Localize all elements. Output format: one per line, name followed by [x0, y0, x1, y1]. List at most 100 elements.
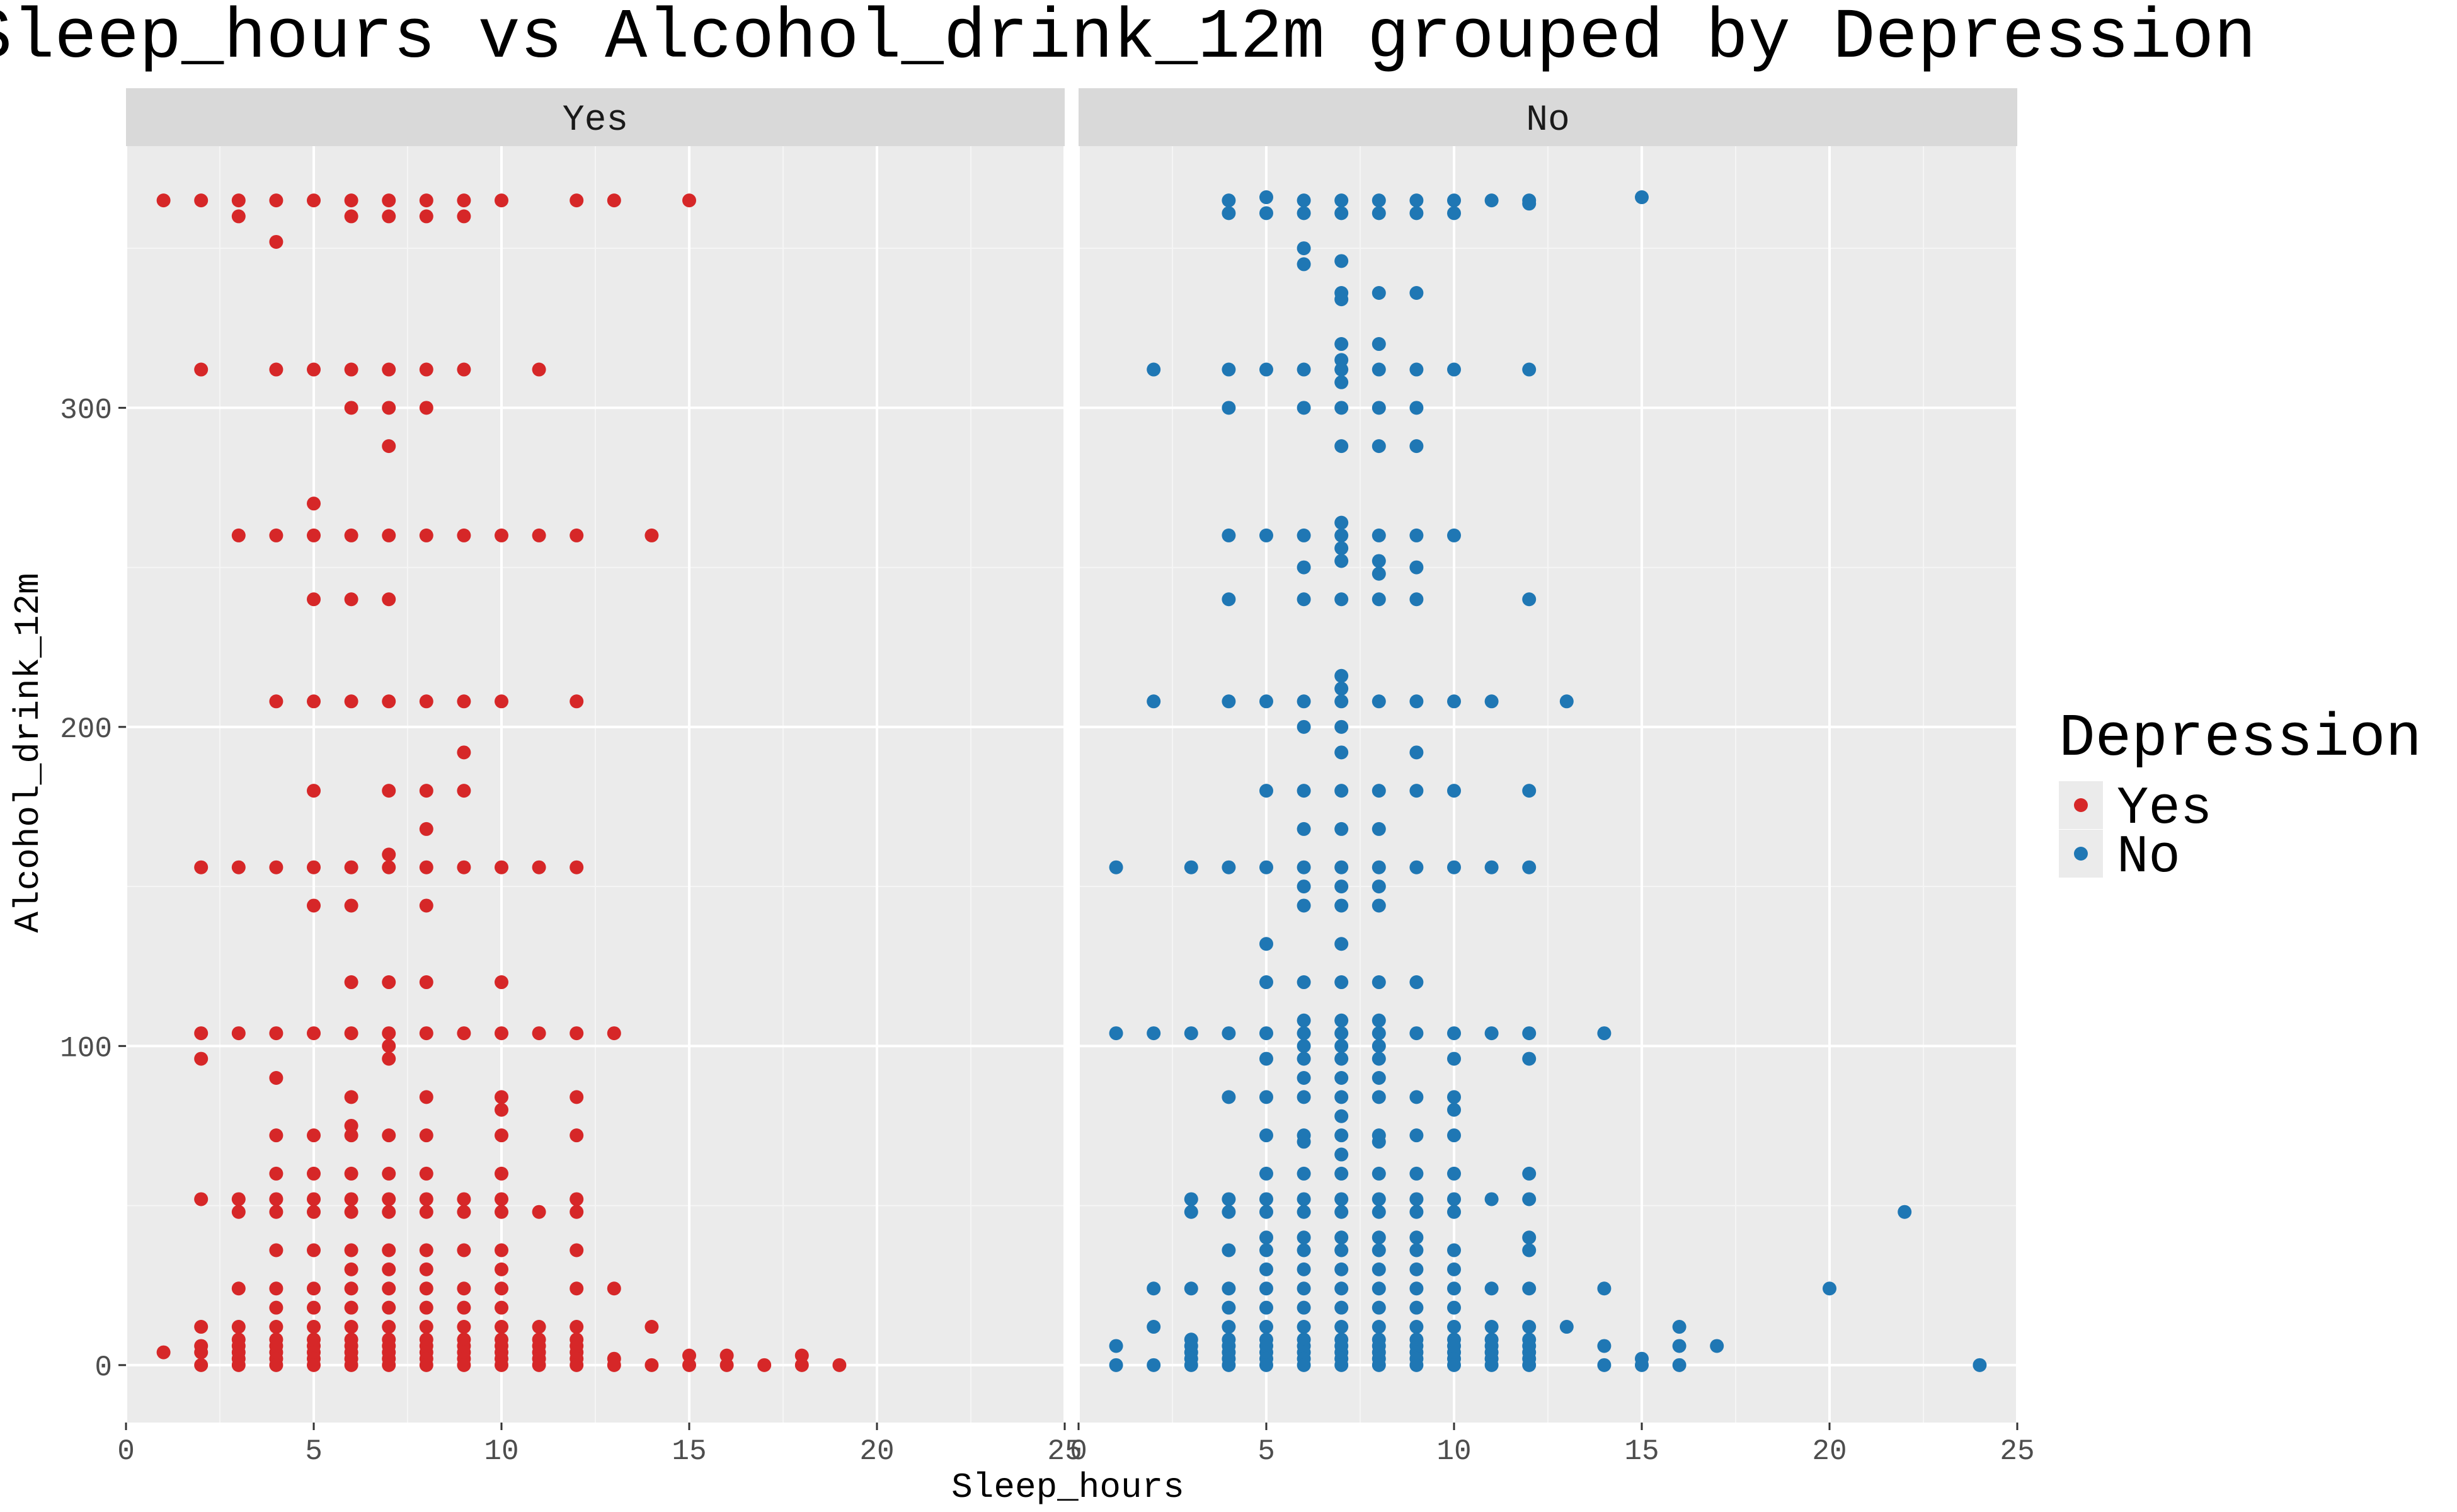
- data-point: [1297, 784, 1311, 798]
- data-point: [1635, 190, 1649, 205]
- data-point: [495, 1128, 508, 1143]
- data-point: [1259, 1026, 1273, 1041]
- data-point: [1297, 1262, 1311, 1276]
- data-point: [1297, 1281, 1311, 1296]
- data-point: [1222, 1300, 1236, 1315]
- data-point: [1222, 1026, 1236, 1041]
- data-point: [457, 1281, 471, 1296]
- data-point: [682, 1348, 696, 1363]
- data-point: [231, 528, 246, 542]
- data-point: [1372, 1320, 1386, 1334]
- data-point: [1372, 206, 1386, 220]
- data-point: [194, 860, 209, 874]
- data-point: [495, 1320, 508, 1334]
- data-point: [419, 362, 433, 377]
- x-axis-yes: 0 5 10 15 20 25: [117, 1423, 1082, 1468]
- data-point: [194, 1051, 209, 1066]
- y-tick-label: 0: [94, 1351, 112, 1384]
- data-point: [1184, 1358, 1198, 1372]
- data-point: [1409, 439, 1424, 454]
- data-point: [495, 1205, 508, 1219]
- data-point: [382, 1262, 396, 1276]
- data-point: [382, 1128, 396, 1143]
- data-point: [1672, 1320, 1687, 1334]
- y-axis-title: Alcohol_drink_12m: [8, 573, 49, 932]
- data-point: [570, 1320, 584, 1334]
- data-point: [1259, 1192, 1273, 1206]
- data-point: [1522, 592, 1537, 607]
- data-point: [269, 1192, 284, 1206]
- data-point: [1334, 822, 1349, 836]
- data-point: [307, 1192, 321, 1206]
- data-point: [1222, 206, 1236, 220]
- data-point: [1334, 1109, 1349, 1123]
- data-point: [419, 1205, 433, 1219]
- data-point: [570, 1192, 584, 1206]
- data-point: [344, 860, 358, 874]
- data-point: [1334, 206, 1349, 220]
- data-point: [832, 1358, 847, 1372]
- data-point: [269, 193, 284, 208]
- facet-panel-no: No: [1077, 88, 2019, 1423]
- data-point: [419, 975, 433, 990]
- data-point: [344, 1192, 358, 1206]
- data-point: [1447, 860, 1461, 874]
- data-point: [382, 784, 396, 798]
- data-point: [1334, 1166, 1349, 1181]
- data-point: [344, 898, 358, 913]
- data-point: [1297, 1051, 1311, 1066]
- data-point: [570, 1358, 584, 1372]
- data-point: [1409, 1230, 1424, 1245]
- data-point: [1447, 694, 1461, 709]
- data-point: [1222, 860, 1236, 874]
- data-point: [1710, 1339, 1724, 1353]
- data-point: [1259, 1262, 1273, 1276]
- data-point: [570, 1026, 584, 1041]
- legend-label: Yes: [2117, 779, 2212, 839]
- data-point: [307, 1166, 321, 1181]
- data-point: [344, 1090, 358, 1104]
- legend-key-point: [2074, 798, 2088, 812]
- data-point: [307, 1281, 321, 1296]
- data-point: [1222, 1205, 1236, 1219]
- data-point: [532, 362, 546, 377]
- data-point: [382, 401, 396, 415]
- data-point: [1597, 1339, 1612, 1353]
- data-point: [419, 193, 433, 208]
- data-point: [1259, 860, 1273, 874]
- data-point: [1334, 528, 1349, 542]
- data-point: [1672, 1339, 1687, 1353]
- data-point: [1334, 1039, 1349, 1053]
- data-point: [1297, 592, 1311, 607]
- data-point: [1409, 1243, 1424, 1257]
- data-point: [607, 1026, 621, 1041]
- data-point: [757, 1358, 772, 1372]
- data-point: [607, 193, 621, 208]
- data-point: [1409, 193, 1424, 208]
- data-point: [1409, 1205, 1424, 1219]
- data-point: [1372, 337, 1386, 352]
- data-point: [1109, 1358, 1123, 1372]
- data-point: [1372, 1300, 1386, 1315]
- data-point: [1522, 362, 1537, 377]
- data-point: [1334, 719, 1349, 734]
- data-point: [419, 1192, 433, 1206]
- data-point: [1522, 784, 1537, 798]
- data-point: [269, 1358, 284, 1372]
- data-point: [1484, 1192, 1499, 1206]
- data-point: [194, 1358, 209, 1372]
- data-point: [1109, 860, 1123, 874]
- data-point: [1297, 975, 1311, 990]
- x-tick-label: 10: [1436, 1435, 1471, 1468]
- data-point: [1409, 975, 1424, 990]
- data-point: [532, 860, 546, 874]
- data-point: [1297, 241, 1311, 256]
- data-point: [307, 1320, 321, 1334]
- data-point: [1559, 694, 1574, 709]
- data-point: [419, 1320, 433, 1334]
- data-point: [1297, 560, 1311, 575]
- data-point: [1484, 694, 1499, 709]
